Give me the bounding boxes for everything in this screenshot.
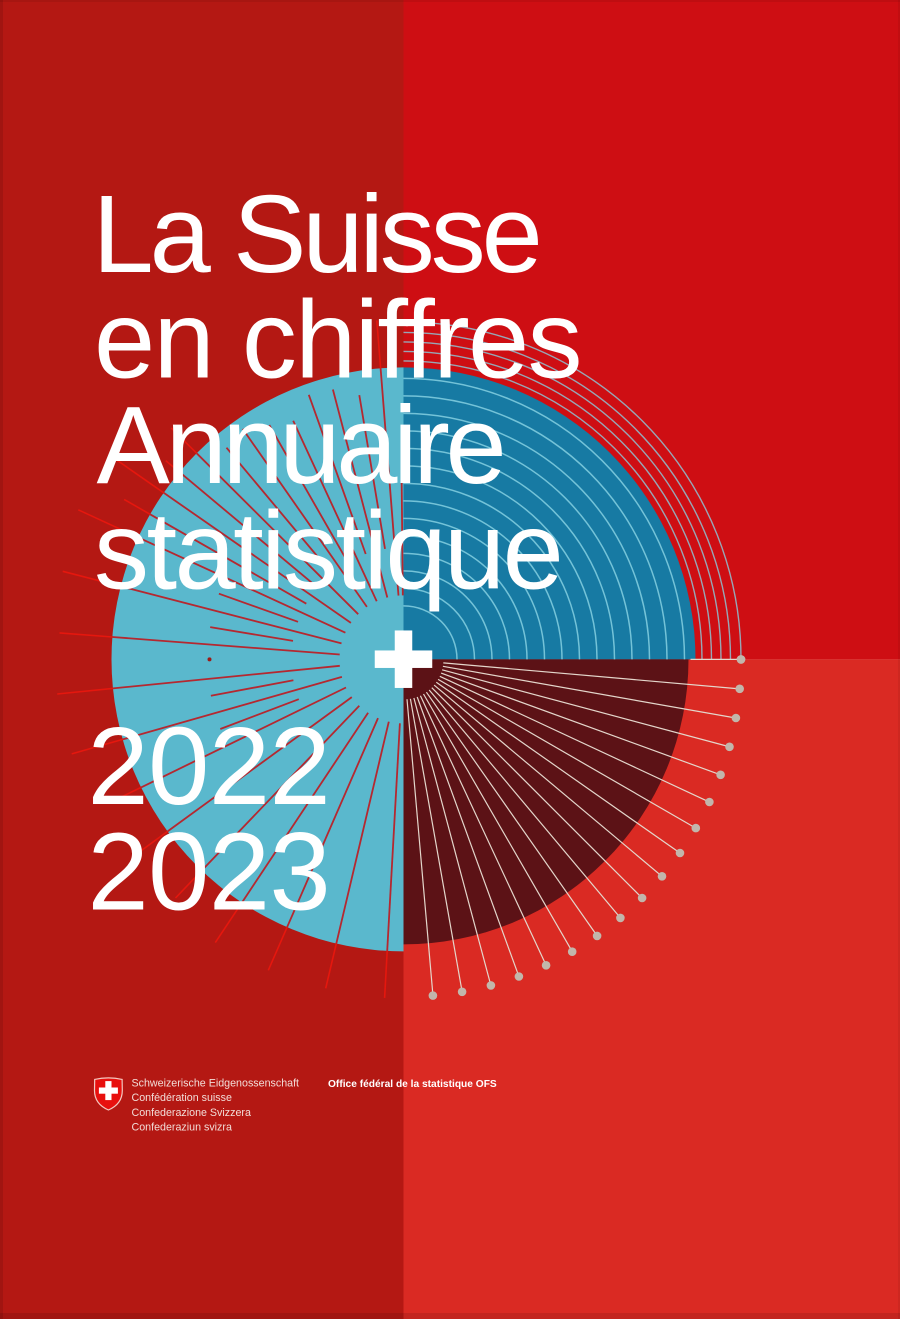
svg-text:Office fédéral de la statistiq: Office fédéral de la statistique OFS <box>328 1079 497 1090</box>
svg-text:2023: 2023 <box>88 811 331 934</box>
svg-text:La Suisse: La Suisse <box>93 173 539 296</box>
svg-text:Schweizerische Eidgenossenscha: Schweizerische Eidgenossenschaft <box>132 1078 300 1090</box>
svg-text:Confederaziun svizra: Confederaziun svizra <box>132 1122 232 1134</box>
svg-text:statistique: statistique <box>94 490 561 613</box>
svg-text:en chiffres: en chiffres <box>94 279 581 402</box>
svg-text:Annuaire: Annuaire <box>97 384 503 507</box>
svg-text:Confédération suisse: Confédération suisse <box>132 1092 232 1104</box>
svg-text:2022: 2022 <box>88 705 331 828</box>
svg-text:Confederazione Svizzera: Confederazione Svizzera <box>132 1107 251 1119</box>
